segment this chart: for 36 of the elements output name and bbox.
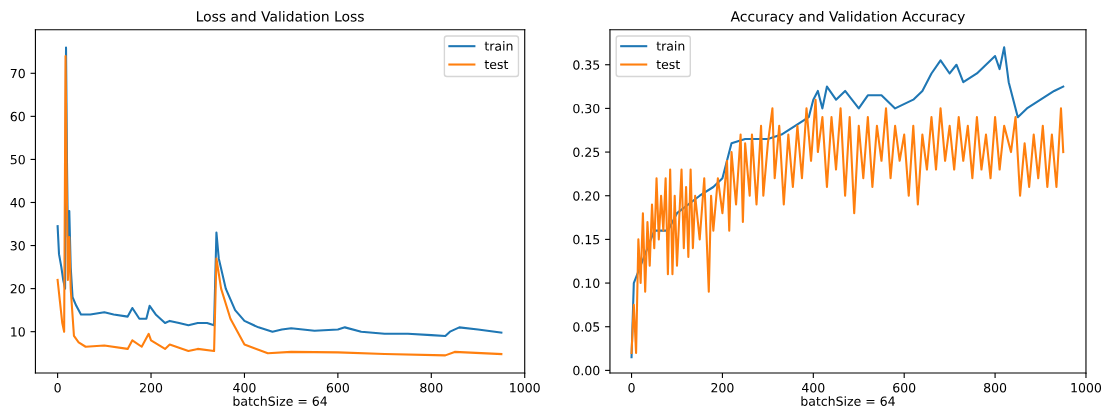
line-series [630, 98, 1065, 354]
y-tick-label: 70 [10, 68, 25, 79]
x-tick-label: 200 [711, 382, 734, 393]
y-tick-label: 0.05 [573, 322, 600, 332]
legend-label: test [656, 60, 680, 70]
x-tick-label: 1000 [510, 382, 540, 393]
chart-title: Loss and Validation Loss [196, 10, 364, 22]
y-tick-label: 0.10 [573, 278, 600, 288]
y-tick-label: 0.20 [573, 191, 600, 201]
x-axis-title: batchSize = 64 [801, 396, 895, 406]
x-tick-label: 0 [54, 382, 61, 393]
y-tick-label: 20 [10, 284, 25, 294]
x-tick-label: 800 [420, 382, 443, 393]
x-tick-label: 600 [326, 382, 349, 393]
legend-label: train [656, 41, 685, 51]
y-tick-label: 60 [10, 111, 25, 122]
y-tick-label: 30 [10, 241, 25, 251]
legend-label: train [484, 41, 513, 51]
x-tick-label: 0 [628, 382, 635, 393]
y-tick-label: 0.30 [573, 103, 600, 114]
y-tick-label: 10 [11, 327, 25, 337]
x-tick-label: 400 [233, 382, 256, 393]
y-tick-label: 0.25 [573, 147, 600, 157]
y-tick-label: 0.00 [573, 365, 600, 376]
x-axis-title: batchSize = 64 [233, 396, 328, 406]
x-tick-label: 600 [893, 382, 916, 393]
x-tick-label: 400 [801, 382, 825, 393]
legend-label: test [484, 60, 509, 70]
y-tick-label: 0.15 [573, 234, 600, 245]
x-tick-label: 1000 [1071, 382, 1102, 393]
x-tick-label: 200 [140, 382, 163, 393]
x-tick-label: 800 [984, 382, 1007, 393]
chart-title: Accuracy and Validation Accuracy [730, 10, 965, 25]
y-tick-label: 40 [10, 197, 25, 208]
y-tick-label: 0.35 [573, 60, 600, 70]
y-tick-label: 50 [10, 154, 25, 165]
